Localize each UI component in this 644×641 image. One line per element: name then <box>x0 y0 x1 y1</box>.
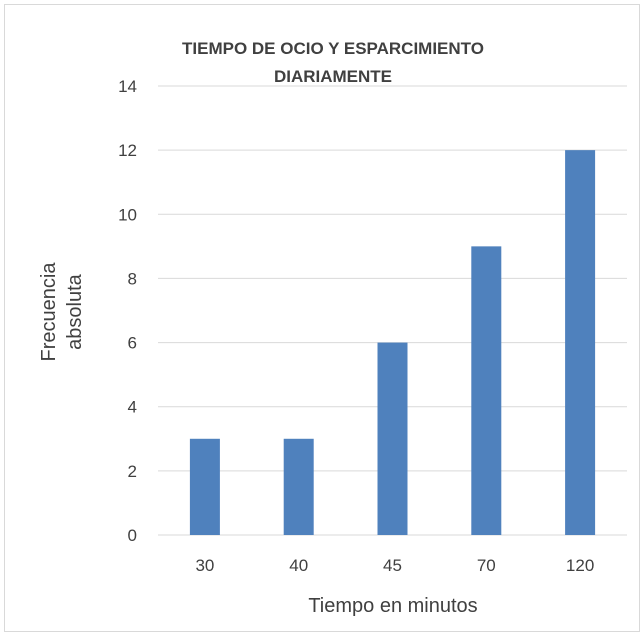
x-tick-label: 30 <box>195 556 214 575</box>
bar-40 <box>284 439 314 535</box>
x-tick-label: 45 <box>383 556 402 575</box>
x-axis-label: Tiempo en minutos <box>308 595 477 617</box>
y-tick-label: 12 <box>118 141 137 160</box>
y-tick-label: 14 <box>118 77 137 96</box>
bar-45 <box>378 343 408 535</box>
y-tick-label: 10 <box>118 205 137 224</box>
x-tick-label: 120 <box>566 556 594 575</box>
bar-120 <box>565 150 595 535</box>
y-axis-label-line-1: Frecuencia <box>38 262 60 362</box>
y-tick-label: 4 <box>128 398 137 417</box>
y-tick-label: 2 <box>128 462 137 481</box>
bar-70 <box>471 246 501 535</box>
chart-title-line-2: DIARIAMENTE <box>274 67 392 86</box>
chart-border <box>5 5 640 632</box>
y-axis-label-line-2: absoluta <box>64 273 86 349</box>
y-tick-label: 8 <box>128 269 137 288</box>
y-tick-label: 0 <box>128 526 137 545</box>
y-tick-label: 6 <box>128 334 137 353</box>
chart-title-line-1: TIEMPO DE OCIO Y ESPARCIMIENTO <box>182 39 484 58</box>
x-tick-label: 70 <box>477 556 496 575</box>
bar-30 <box>190 439 220 535</box>
x-tick-label: 40 <box>289 556 308 575</box>
